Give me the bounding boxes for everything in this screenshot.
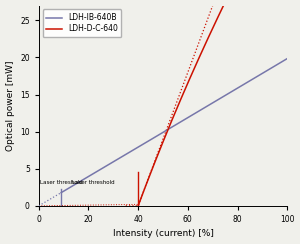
Text: Laser threshold: Laser threshold [72, 180, 115, 185]
Y-axis label: Optical power [mW]: Optical power [mW] [6, 61, 15, 151]
Legend: LDH-IB-640B, LDH-D-C-640: LDH-IB-640B, LDH-D-C-640 [43, 9, 122, 37]
X-axis label: Intensity (current) [%]: Intensity (current) [%] [112, 229, 213, 238]
Text: Laser threshold: Laser threshold [40, 180, 82, 185]
